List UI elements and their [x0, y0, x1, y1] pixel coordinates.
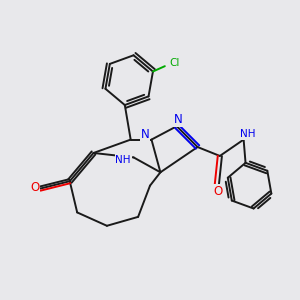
Text: N: N — [141, 128, 149, 141]
Text: NH: NH — [116, 155, 131, 165]
Text: NH: NH — [240, 129, 256, 139]
Text: N: N — [174, 113, 183, 126]
Text: O: O — [214, 185, 223, 198]
Text: Cl: Cl — [169, 58, 179, 68]
Text: O: O — [30, 181, 39, 194]
